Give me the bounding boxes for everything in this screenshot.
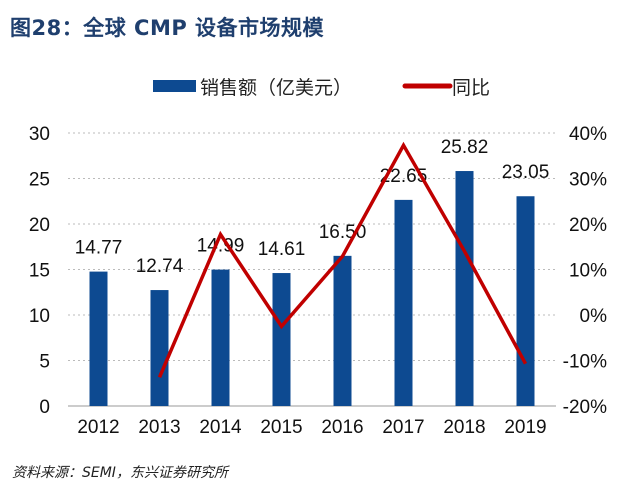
y-left-tick-label: 20 xyxy=(29,215,50,236)
y-right-tick-label: 10% xyxy=(569,261,607,282)
y-left-tick-label: 10 xyxy=(29,306,50,327)
y-right-tick-label: 20% xyxy=(569,215,607,236)
y-left-tick-label: 25 xyxy=(29,170,50,191)
x-tick-label: 2012 xyxy=(77,417,119,438)
chart-title: 图28：全球 CMP 设备市场规模 xyxy=(10,16,325,40)
source-note: 资料来源：SEMI，东兴证券研究所 xyxy=(12,465,228,481)
bar xyxy=(333,255,352,406)
x-tick-label: 2013 xyxy=(138,417,180,438)
x-tick-label: 2014 xyxy=(199,417,242,438)
legend-label-sales: 销售额（亿美元） xyxy=(200,77,352,99)
bar xyxy=(211,269,230,406)
x-tick-label: 2019 xyxy=(504,417,546,438)
bar xyxy=(89,271,108,406)
y-left-tick-label: 0 xyxy=(39,397,50,418)
bar xyxy=(150,290,169,406)
bar-data-label: 23.05 xyxy=(502,162,550,183)
y-right-tick-label: -10% xyxy=(563,352,607,373)
bar-data-label: 12.74 xyxy=(136,256,184,277)
y-left-tick-label: 5 xyxy=(39,352,50,373)
legend-swatch-sales xyxy=(153,80,196,92)
y-right-tick-label: -20% xyxy=(563,397,607,418)
bar-data-label: 25.82 xyxy=(441,137,489,158)
bar-data-label: 14.61 xyxy=(258,239,306,260)
bar xyxy=(516,196,535,406)
legend-label-yoy: 同比 xyxy=(452,77,490,99)
x-tick-label: 2018 xyxy=(443,417,485,438)
x-tick-label: 2017 xyxy=(382,417,424,438)
bar-data-label: 22.65 xyxy=(380,166,428,187)
y-right-tick-label: 0% xyxy=(580,306,608,327)
x-tick-label: 2015 xyxy=(260,417,302,438)
bar xyxy=(394,199,413,406)
y-right-tick-label: 30% xyxy=(569,170,607,191)
bar xyxy=(272,273,291,406)
bar xyxy=(455,171,474,406)
y-left-tick-label: 30 xyxy=(29,124,50,145)
y-right-tick-label: 40% xyxy=(569,124,607,145)
x-tick-label: 2016 xyxy=(321,417,363,438)
bar-data-label: 14.77 xyxy=(75,238,123,259)
y-left-tick-label: 15 xyxy=(29,261,50,282)
